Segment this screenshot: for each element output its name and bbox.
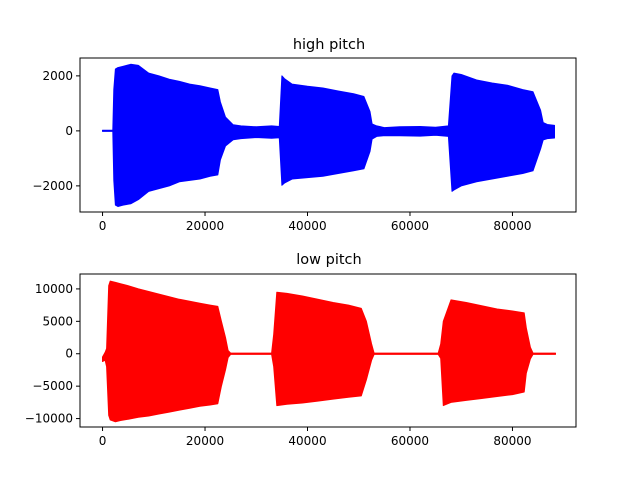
x-tick-label: 20000 xyxy=(186,219,224,233)
x-tick-label: 60000 xyxy=(391,219,429,233)
y-tick-label: 0 xyxy=(65,347,73,361)
chart-title: high pitch xyxy=(293,37,365,53)
y-tick-label: −2000 xyxy=(32,179,73,193)
x-axis-ticks: 0 20000 40000 60000 80000 xyxy=(99,427,532,448)
waveform-series xyxy=(102,280,556,423)
x-tick-label: 40000 xyxy=(288,219,326,233)
y-axis-ticks: −10000 −5000 0 5000 10000 xyxy=(25,282,80,426)
chart-title: low pitch xyxy=(296,252,361,268)
waveform-envelope xyxy=(102,63,555,207)
x-tick-label: 60000 xyxy=(391,434,429,448)
x-tick-label: 0 xyxy=(99,219,107,233)
x-tick-label: 80000 xyxy=(493,434,531,448)
y-tick-label: 10000 xyxy=(35,282,73,296)
x-tick-label: 0 xyxy=(99,434,107,448)
y-tick-label: 5000 xyxy=(42,314,73,328)
x-tick-label: 40000 xyxy=(288,434,326,448)
waveform-envelope xyxy=(102,280,556,423)
y-axis-ticks: −2000 0 2000 xyxy=(32,69,80,193)
waveform-series xyxy=(102,63,555,207)
x-tick-label: 20000 xyxy=(186,434,224,448)
x-tick-label: 80000 xyxy=(493,219,531,233)
y-tick-label: 0 xyxy=(65,124,73,138)
x-axis-ticks: 0 20000 40000 60000 80000 xyxy=(99,212,532,233)
axes-frame xyxy=(79,273,577,428)
y-tick-label: −5000 xyxy=(32,379,73,393)
y-tick-label: −10000 xyxy=(25,412,73,426)
subplot-high-pitch: high pitch 0 20000 40000 60000 80000 −2000 0 2… xyxy=(32,37,577,233)
subplot-low-pitch: low pitch 0 20000 40000 60000 80000 −10000 −5… xyxy=(25,252,577,448)
axes-frame xyxy=(79,57,577,213)
y-tick-label: 2000 xyxy=(42,69,73,83)
